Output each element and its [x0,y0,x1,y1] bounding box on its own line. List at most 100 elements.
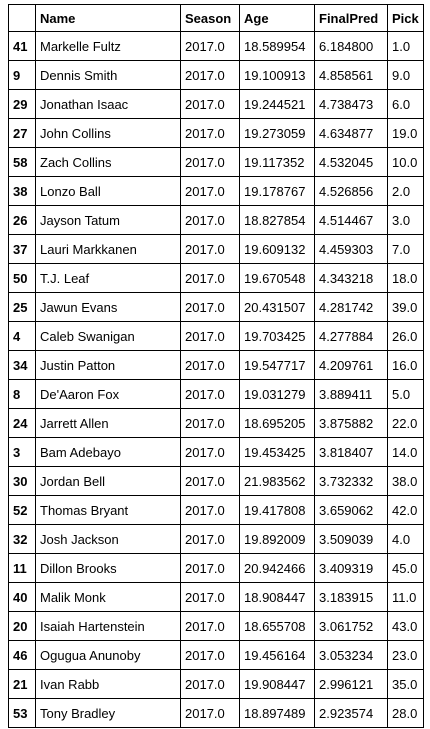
age-cell: 19.178767 [240,177,315,206]
name-cell: Markelle Fultz [36,32,181,61]
pick-cell: 39.0 [388,293,424,322]
table-row: 3 Bam Adebayo 2017.0 19.453425 3.818407 14.0 [9,438,424,467]
age-cell: 19.244521 [240,90,315,119]
table-row: 30 Jordan Bell 2017.0 21.983562 3.732332 38.0 [9,467,424,496]
table-row: 29 Jonathan Isaac 2017.0 19.244521 4.738473 6… [9,90,424,119]
name-cell: Jordan Bell [36,467,181,496]
season-cell: 2017.0 [181,380,240,409]
finalpred-cell: 3.053234 [315,641,388,670]
season-cell: 2017.0 [181,32,240,61]
row-index: 41 [9,32,36,61]
table-header: Name Season Age FinalPred Pick [9,5,424,32]
age-cell: 19.456164 [240,641,315,670]
finalpred-cell: 3.509039 [315,525,388,554]
name-cell: Zach Collins [36,148,181,177]
age-cell: 18.589954 [240,32,315,61]
finalpred-cell: 3.659062 [315,496,388,525]
row-index: 27 [9,119,36,148]
season-cell: 2017.0 [181,496,240,525]
season-cell: 2017.0 [181,322,240,351]
age-cell: 18.827854 [240,206,315,235]
table-body: 41 Markelle Fultz 2017.0 18.589954 6.184800 1… [9,32,424,728]
header-row: Name Season Age FinalPred Pick [9,5,424,32]
pick-cell: 38.0 [388,467,424,496]
dataframe-container: Name Season Age FinalPred Pick 41 Markell… [8,4,424,728]
season-cell: 2017.0 [181,351,240,380]
row-index: 9 [9,61,36,90]
row-index: 52 [9,496,36,525]
name-cell: Jarrett Allen [36,409,181,438]
row-index: 8 [9,380,36,409]
name-cell: Thomas Bryant [36,496,181,525]
row-index: 50 [9,264,36,293]
name-cell: Justin Patton [36,351,181,380]
row-index: 30 [9,467,36,496]
finalpred-cell: 3.889411 [315,380,388,409]
season-cell: 2017.0 [181,525,240,554]
pick-cell: 4.0 [388,525,424,554]
name-cell: Dillon Brooks [36,554,181,583]
table-row: 27 John Collins 2017.0 19.273059 4.634877 19.… [9,119,424,148]
table-row: 58 Zach Collins 2017.0 19.117352 4.532045 10.… [9,148,424,177]
pick-cell: 1.0 [388,32,424,61]
pick-cell: 9.0 [388,61,424,90]
name-cell: De'Aaron Fox [36,380,181,409]
table-row: 38 Lonzo Ball 2017.0 19.178767 4.526856 2.0 [9,177,424,206]
name-cell: Bam Adebayo [36,438,181,467]
table-row: 11 Dillon Brooks 2017.0 20.942466 3.409319 45… [9,554,424,583]
row-index: 58 [9,148,36,177]
table-row: 20 Isaiah Hartenstein 2017.0 18.655708 3.061… [9,612,424,641]
table-row: 24 Jarrett Allen 2017.0 18.695205 3.875882 22… [9,409,424,438]
season-cell: 2017.0 [181,61,240,90]
pick-cell: 45.0 [388,554,424,583]
finalpred-cell: 3.818407 [315,438,388,467]
index-header [9,5,36,32]
age-cell: 19.117352 [240,148,315,177]
name-header: Name [36,5,181,32]
name-cell: Dennis Smith [36,61,181,90]
table-row: 32 Josh Jackson 2017.0 19.892009 3.509039 4.0 [9,525,424,554]
season-cell: 2017.0 [181,264,240,293]
row-index: 25 [9,293,36,322]
name-cell: Jonathan Isaac [36,90,181,119]
row-index: 37 [9,235,36,264]
table-row: 37 Lauri Markkanen 2017.0 19.609132 4.459303… [9,235,424,264]
age-cell: 19.892009 [240,525,315,554]
season-cell: 2017.0 [181,177,240,206]
age-cell: 19.908447 [240,670,315,699]
finalpred-cell: 4.343218 [315,264,388,293]
pick-cell: 35.0 [388,670,424,699]
season-cell: 2017.0 [181,90,240,119]
age-cell: 21.983562 [240,467,315,496]
finalpred-cell: 4.738473 [315,90,388,119]
row-index: 21 [9,670,36,699]
row-index: 4 [9,322,36,351]
pick-cell: 3.0 [388,206,424,235]
pick-cell: 10.0 [388,148,424,177]
age-cell: 20.942466 [240,554,315,583]
season-cell: 2017.0 [181,148,240,177]
finalpred-header: FinalPred [315,5,388,32]
row-index: 32 [9,525,36,554]
age-cell: 19.453425 [240,438,315,467]
name-cell: T.J. Leaf [36,264,181,293]
season-cell: 2017.0 [181,612,240,641]
season-cell: 2017.0 [181,554,240,583]
name-cell: Josh Jackson [36,525,181,554]
table-row: 50 T.J. Leaf 2017.0 19.670548 4.343218 18.0 [9,264,424,293]
season-cell: 2017.0 [181,293,240,322]
table-row: 8 De'Aaron Fox 2017.0 19.031279 3.889411 5.0 [9,380,424,409]
finalpred-cell: 4.281742 [315,293,388,322]
pick-cell: 7.0 [388,235,424,264]
finalpred-cell: 4.634877 [315,119,388,148]
season-header: Season [181,5,240,32]
name-cell: Ivan Rabb [36,670,181,699]
age-cell: 20.431507 [240,293,315,322]
season-cell: 2017.0 [181,438,240,467]
pick-cell: 23.0 [388,641,424,670]
age-header: Age [240,5,315,32]
pick-cell: 19.0 [388,119,424,148]
season-cell: 2017.0 [181,409,240,438]
pick-cell: 42.0 [388,496,424,525]
finalpred-cell: 3.183915 [315,583,388,612]
